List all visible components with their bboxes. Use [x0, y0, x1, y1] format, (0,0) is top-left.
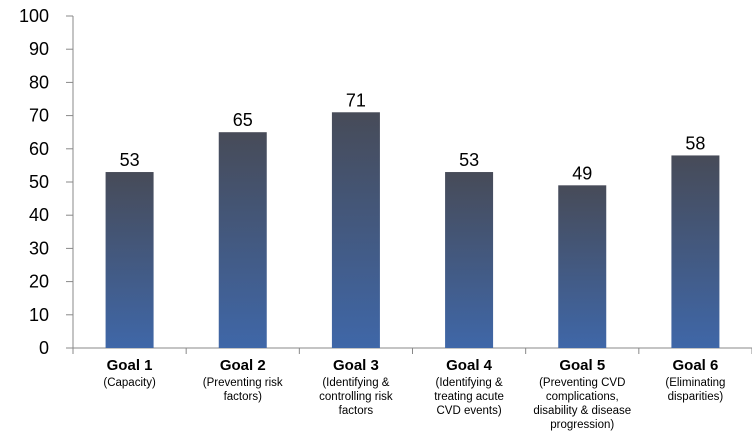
bar — [218, 132, 267, 348]
x-category-subtitle: (Identifying & — [436, 377, 503, 389]
bar — [331, 112, 380, 348]
data-label: 49 — [572, 163, 592, 183]
x-category-subtitle: disparities) — [668, 391, 724, 403]
y-tick-label: 20 — [29, 272, 49, 292]
x-category-subtitle: progression) — [550, 419, 614, 431]
labels: 53 Goal 1 (Capacity) 65 Goal 2 (Preventing ri… — [103, 90, 725, 431]
y-tick-label: 40 — [29, 205, 49, 225]
y-tick-label: 50 — [29, 172, 49, 192]
bar — [671, 155, 720, 348]
y-tick-label: 30 — [29, 238, 49, 258]
x-category-title: Goal 1 — [107, 357, 153, 374]
bar — [445, 172, 494, 348]
data-label: 71 — [346, 90, 366, 110]
x-category-title: Goal 5 — [559, 357, 605, 374]
x-category-title: Goal 6 — [672, 357, 718, 374]
x-category-subtitle: (Preventing CVD — [539, 377, 625, 389]
y-tick-label: 10 — [29, 305, 49, 325]
x-category-subtitle: treating acute — [434, 391, 504, 403]
x-category-subtitle: factors — [339, 405, 374, 417]
y-tick-label: 90 — [29, 39, 49, 59]
x-category-subtitle: (Identifying & — [322, 377, 389, 389]
axes: 0 10 20 30 40 50 60 70 80 90 100 — [19, 6, 752, 358]
y-tick-label: 70 — [29, 106, 49, 126]
bar — [558, 185, 607, 348]
x-category-subtitle: CVD events) — [436, 405, 501, 417]
x-category-subtitle: disability & disease — [533, 405, 631, 417]
y-tick-label: 0 — [39, 338, 49, 358]
x-category-subtitle: complications, — [546, 391, 619, 403]
data-label: 53 — [120, 150, 140, 170]
y-tick-label: 100 — [19, 6, 49, 26]
data-label: 58 — [685, 133, 705, 153]
data-label: 65 — [233, 110, 253, 130]
y-tick-label: 80 — [29, 72, 49, 92]
x-category-subtitle: (Capacity) — [103, 377, 156, 389]
x-category-subtitle: (Eliminating — [665, 377, 725, 389]
x-category-title: Goal 4 — [446, 357, 493, 374]
x-category-subtitle: controlling risk — [319, 391, 393, 403]
bars — [105, 112, 720, 348]
data-label: 53 — [459, 150, 479, 170]
x-category-subtitle: (Preventing risk — [203, 377, 283, 389]
y-tick-label: 60 — [29, 139, 49, 159]
x-category-title: Goal 2 — [220, 357, 266, 374]
x-category-subtitle: factors) — [224, 391, 263, 403]
bar — [105, 172, 154, 348]
x-category-title: Goal 3 — [333, 357, 379, 374]
